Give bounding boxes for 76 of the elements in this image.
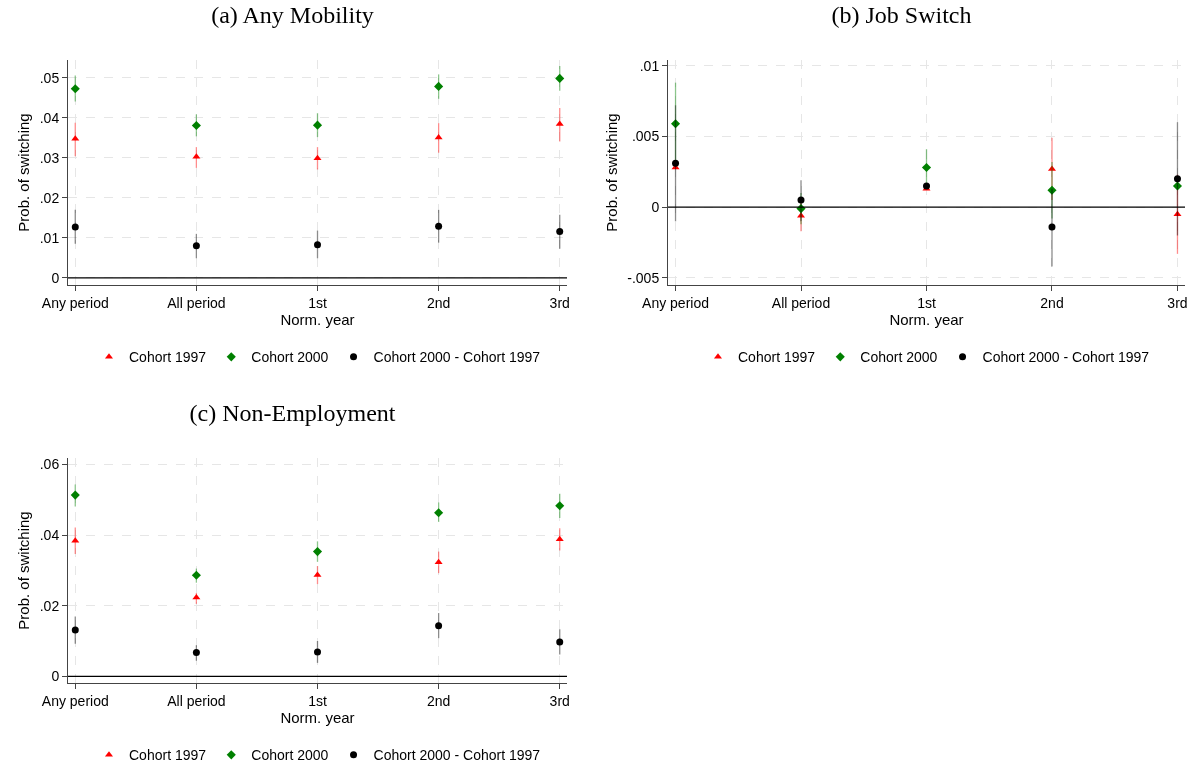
x-axis-title: Norm. year (280, 708, 355, 726)
y-tick-label: .05 (39, 69, 60, 86)
x-tick-label: All period (167, 294, 226, 311)
y-axis-title: Prob. of switching (14, 113, 32, 232)
x-tick-label: 1st (308, 294, 327, 311)
point (1173, 175, 1181, 183)
point (435, 622, 443, 630)
chart-title: (b) Job Switch (831, 1, 972, 28)
point (192, 242, 200, 250)
legend-label: Cohort 1997 (738, 349, 816, 366)
x-tick-label: 1st (308, 692, 327, 709)
point (672, 159, 680, 167)
chart-title: (c) Non-Employment (189, 399, 396, 426)
point (192, 649, 200, 657)
legend-label: Cohort 2000 - Cohort 1997 (373, 747, 541, 764)
point (312, 547, 323, 557)
legend-label: Cohort 2000 (251, 747, 329, 764)
y-tick-label: .04 (39, 109, 60, 126)
y-axis-title: Prob. of switching (14, 511, 32, 630)
point (314, 648, 321, 656)
x-tick-label: Any period (41, 294, 109, 311)
point (71, 223, 79, 231)
y-tick-label: .005 (631, 128, 660, 145)
x-axis-title: Norm. year (889, 310, 964, 328)
x-tick-label: 2nd (1040, 294, 1064, 311)
point (70, 490, 80, 500)
point (71, 626, 79, 634)
legend-label: Cohort 2000 - Cohort 1997 (373, 349, 541, 366)
x-tick-label: 2nd (426, 692, 451, 709)
point (921, 163, 932, 173)
point (555, 73, 565, 83)
x-tick-label: 3rd (549, 294, 570, 311)
x-tick-label: All period (167, 692, 226, 709)
y-tick-label: 0 (51, 668, 60, 685)
point (434, 81, 444, 91)
legend-label: Cohort 2000 (251, 349, 329, 366)
x-tick-label: 3rd (1167, 294, 1188, 311)
y-tick-label: 0 (51, 269, 60, 286)
y-tick-label: .01 (639, 57, 660, 74)
x-tick-label: 3rd (549, 692, 570, 709)
point (1047, 185, 1057, 195)
chart-title: (a) Any Mobility (211, 1, 374, 28)
point (434, 508, 444, 518)
y-tick-label: .01 (39, 229, 60, 246)
x-tick-label: 1st (917, 294, 936, 311)
y-tick-label: .06 (39, 456, 60, 473)
point (1172, 181, 1183, 191)
point (191, 120, 201, 131)
y-axis-title: Prob. of switching (602, 113, 620, 232)
point (435, 222, 443, 230)
point (556, 227, 564, 235)
point (670, 119, 681, 129)
y-tick-label: .02 (39, 597, 60, 614)
legend-label: Cohort 1997 (129, 349, 207, 366)
y-tick-label: .02 (39, 189, 60, 206)
y-tick-label: 0 (651, 199, 660, 216)
x-tick-label: Any period (642, 294, 709, 311)
legend-label: Cohort 1997 (129, 747, 207, 764)
y-tick-label: -.005 (627, 269, 660, 286)
point (1048, 223, 1056, 231)
x-tick-label: 2nd (426, 294, 451, 311)
x-tick-label: Any period (41, 692, 109, 709)
y-tick-label: .04 (39, 526, 60, 543)
point (313, 154, 322, 161)
point (314, 241, 321, 249)
legend-label: Cohort 2000 - Cohort 1997 (982, 349, 1150, 366)
point (312, 120, 323, 130)
point (555, 501, 565, 511)
x-axis-title: Norm. year (280, 310, 355, 328)
point (797, 196, 805, 204)
point (556, 638, 564, 646)
y-tick-label: .03 (39, 149, 60, 166)
legend-label: Cohort 2000 (860, 349, 938, 366)
point (70, 84, 80, 94)
point (191, 570, 201, 580)
x-tick-label: All period (771, 294, 831, 311)
